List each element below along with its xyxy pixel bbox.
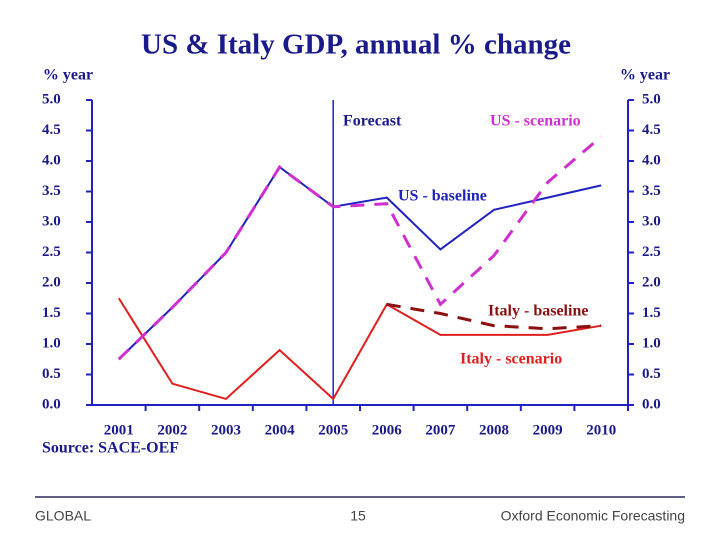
y2-tick-label: 2.5 xyxy=(642,244,661,260)
y2-tick-label: 1.5 xyxy=(642,305,661,321)
x-tick-label: 2008 xyxy=(479,422,509,438)
y-tick-label: 2.5 xyxy=(42,244,61,260)
x-tick-label: 2007 xyxy=(425,422,456,438)
y2-tick-label: 2.0 xyxy=(642,274,661,290)
series-line xyxy=(117,297,602,401)
series-label: Italy - scenario xyxy=(460,351,562,368)
x-tick-label: 2005 xyxy=(318,422,348,438)
x-tick-label: 2010 xyxy=(586,422,616,438)
y-tick-label: 3.0 xyxy=(42,213,61,229)
y-tick-label: 4.5 xyxy=(42,122,61,138)
x-tick-label: 2003 xyxy=(211,422,241,438)
y2-tick-label: 3.0 xyxy=(642,213,661,229)
series-label: US - baseline xyxy=(398,188,487,205)
y-tick-label: 5.0 xyxy=(42,91,61,107)
y-tick-label: 4.0 xyxy=(42,152,61,168)
y-tick-label: 3.5 xyxy=(42,183,61,199)
source: Source: SACE-OEF xyxy=(42,440,179,457)
footer-right: Oxford Economic Forecasting xyxy=(501,508,685,524)
series-line xyxy=(118,165,602,360)
series-line xyxy=(386,302,602,331)
x-tick-label: 2009 xyxy=(533,422,563,438)
page-number: 15 xyxy=(350,508,366,524)
y-tick-label: 0.0 xyxy=(42,396,61,412)
y-tick-label: 2.0 xyxy=(42,274,61,290)
y2-tick-label: 0.5 xyxy=(642,366,661,382)
forecast-label: Forecast xyxy=(343,113,402,130)
footer-left: GLOBAL xyxy=(35,508,91,524)
x-tick-label: 2006 xyxy=(372,422,403,438)
y2-tick-label: 5.0 xyxy=(642,91,661,107)
x-tick-label: 2004 xyxy=(265,422,296,438)
series-label: US - scenario xyxy=(490,113,581,130)
x-tick-label: 2002 xyxy=(157,422,187,438)
x-tick-label: 2001 xyxy=(104,422,134,438)
y2-tick-label: 3.5 xyxy=(642,183,661,199)
y2-tick-label: 4.0 xyxy=(642,152,661,168)
y2-axis-label: % year xyxy=(620,67,670,84)
y-axis-label: % year xyxy=(43,67,93,84)
series-line xyxy=(117,135,603,361)
y2-tick-label: 1.0 xyxy=(642,335,661,351)
y2-tick-label: 0.0 xyxy=(642,396,661,412)
y2-tick-label: 4.5 xyxy=(642,122,661,138)
chart-title: US & Italy GDP, annual % change xyxy=(141,29,571,61)
y-tick-label: 1.5 xyxy=(42,305,61,321)
series-label: Italy - baseline xyxy=(488,303,588,320)
y-tick-label: 1.0 xyxy=(42,335,61,351)
y-tick-label: 0.5 xyxy=(42,366,61,382)
